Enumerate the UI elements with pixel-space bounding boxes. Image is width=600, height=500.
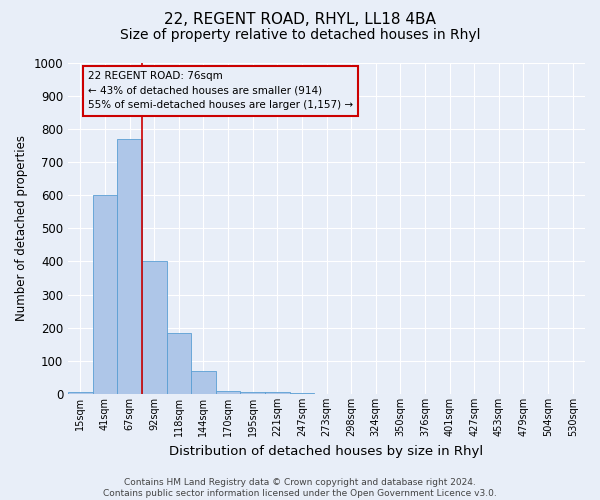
Bar bbox=[142, 262, 167, 394]
Bar bbox=[265, 392, 290, 394]
Y-axis label: Number of detached properties: Number of detached properties bbox=[15, 136, 28, 322]
Bar bbox=[167, 332, 191, 394]
Text: Size of property relative to detached houses in Rhyl: Size of property relative to detached ho… bbox=[120, 28, 480, 42]
X-axis label: Distribution of detached houses by size in Rhyl: Distribution of detached houses by size … bbox=[169, 444, 484, 458]
Bar bbox=[68, 392, 92, 394]
Bar bbox=[241, 392, 265, 394]
Bar bbox=[117, 138, 142, 394]
Text: Contains HM Land Registry data © Crown copyright and database right 2024.
Contai: Contains HM Land Registry data © Crown c… bbox=[103, 478, 497, 498]
Bar bbox=[191, 371, 216, 394]
Text: 22 REGENT ROAD: 76sqm
← 43% of detached houses are smaller (914)
55% of semi-det: 22 REGENT ROAD: 76sqm ← 43% of detached … bbox=[88, 71, 353, 110]
Bar bbox=[216, 390, 241, 394]
Bar bbox=[92, 195, 117, 394]
Text: 22, REGENT ROAD, RHYL, LL18 4BA: 22, REGENT ROAD, RHYL, LL18 4BA bbox=[164, 12, 436, 28]
Bar bbox=[290, 393, 314, 394]
